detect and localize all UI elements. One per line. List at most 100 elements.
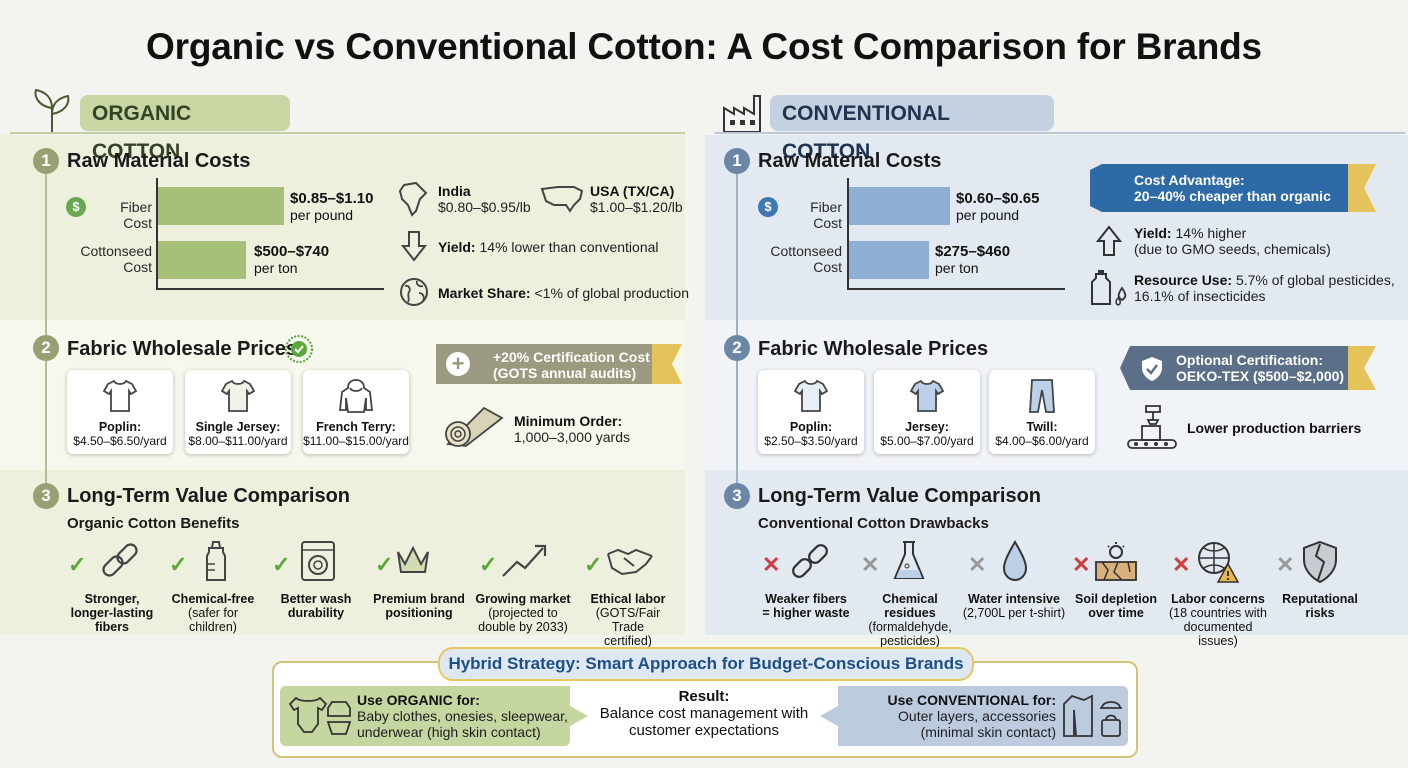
flask-icon xyxy=(893,541,925,579)
tshirt-icon xyxy=(793,379,829,412)
cross-icon: ✕ xyxy=(861,552,880,577)
tshirt-icon xyxy=(909,379,945,412)
dollar-icon: $ xyxy=(66,197,86,217)
organic-fiber-value: $0.85–$1.10 per pound xyxy=(290,190,374,224)
cross-icon: ✕ xyxy=(1276,552,1295,577)
crown-icon xyxy=(397,545,429,573)
organic-seed-bar xyxy=(158,241,246,279)
organic-s1-number: 1 xyxy=(33,148,59,174)
broken-shield-icon xyxy=(1303,540,1337,584)
check-icon: ✓ xyxy=(479,552,498,577)
organic-s3-subtitle: Organic Cotton Benefits xyxy=(67,515,240,532)
leaf-icon xyxy=(34,88,70,132)
organic-certification-ribbon: + +20% Certification Cost (GOTS annual au… xyxy=(436,344,682,384)
conventional-header: CONVENTIONAL COTTON xyxy=(770,95,1054,163)
organic-chart-axis-y xyxy=(156,178,158,290)
jacket-icon xyxy=(1063,694,1122,737)
check-icon: ✓ xyxy=(272,552,291,577)
organic-market-share: Market Share: <1% of global production xyxy=(438,285,689,301)
organic-s2-title: Fabric Wholesale Prices xyxy=(67,338,298,360)
organic-s2-number: 2 xyxy=(33,335,59,361)
conventional-s2-title: Fabric Wholesale Prices xyxy=(758,338,989,360)
conventional-chart-axis-x xyxy=(847,288,1065,290)
conventional-fiber-bar xyxy=(849,187,950,225)
conventional-fiber-label: Fiber Cost xyxy=(810,199,842,231)
trend-up-icon xyxy=(502,544,547,577)
plus-icon: + xyxy=(446,352,470,376)
conveyor-icon xyxy=(1127,405,1177,449)
organic-fiber-bar xyxy=(158,187,284,225)
conventional-fabric-card-jersey: Jersey: $5.00–$7.00/yard xyxy=(874,370,980,454)
india-price: India $0.80–$0.95/lb xyxy=(438,183,531,215)
handshake-icon xyxy=(607,548,653,576)
conventional-timeline xyxy=(736,168,738,498)
chain-link-icon xyxy=(102,543,138,577)
globe-warning-icon xyxy=(1198,542,1240,583)
pesticide-bottle-icon xyxy=(1091,270,1127,306)
cross-icon: ✕ xyxy=(968,552,987,577)
conventional-s3-title: Long-Term Value Comparison xyxy=(758,485,1041,507)
usa-price: USA (TX/CA) $1.00–$1.20/lb xyxy=(590,183,683,215)
conventional-s1-number: 1 xyxy=(724,148,750,174)
check-icon: ✓ xyxy=(584,552,603,577)
conventional-s1-title: Raw Material Costs xyxy=(758,150,942,172)
check-icon: ✓ xyxy=(375,552,394,577)
organic-seed-value: $500–$740 per ton xyxy=(254,243,330,277)
check-icon: ✓ xyxy=(169,552,188,577)
baby-onesie-icon xyxy=(288,696,352,735)
factory-icon xyxy=(723,95,761,133)
hybrid-strategy-title: Hybrid Strategy: Smart Approach for Budg… xyxy=(438,647,974,681)
arrow-up-icon xyxy=(1096,225,1122,256)
conventional-seed-value: $275–$460 per ton xyxy=(935,243,1011,277)
check-icon: ✓ xyxy=(68,552,87,577)
hybrid-result: Result: Balance cost management with custo… xyxy=(599,688,809,739)
page-title: Organic vs Conventional Cotton: A Cost C… xyxy=(146,26,1262,67)
organic-fiber-label: Fiber Cost xyxy=(120,199,152,231)
tshirt-icon xyxy=(102,379,138,412)
organic-header-rule xyxy=(10,132,685,134)
cross-icon: ✕ xyxy=(1072,552,1091,577)
conventional-s3-subtitle: Conventional Cotton Drawbacks xyxy=(758,515,989,532)
india-map-icon xyxy=(398,181,428,217)
organic-fabric-card-jersey: Single Jersey: $8.00–$11.00/yard xyxy=(185,370,291,454)
cracked-soil-icon xyxy=(1095,542,1137,581)
conventional-fabric-card-twill: Twill: $4.00–$6.00/yard xyxy=(989,370,1095,454)
optional-certification-ribbon: Optional Certification: OEKO-TEX ($500–$2… xyxy=(1120,346,1376,390)
conventional-fabric-card-poplin: Poplin: $2.50–$3.50/yard xyxy=(758,370,864,454)
conventional-s3-number: 3 xyxy=(724,483,750,509)
conventional-header-rule xyxy=(715,132,1405,134)
conventional-seed-bar xyxy=(849,241,929,279)
fabric-roll-icon xyxy=(445,406,504,447)
conventional-resource-use: Resource Use: 5.7% of global pesticides,… xyxy=(1134,272,1395,304)
organic-yield: Yield: 14% lower than conventional xyxy=(438,239,659,255)
conventional-chart-axis-y xyxy=(847,178,849,290)
conventional-fiber-value: $0.60–$0.65 per pound xyxy=(956,190,1040,224)
organic-fabric-card-poplin: Poplin: $4.50–$6.50/yard xyxy=(67,370,173,454)
conventional-seed-label: Cottonseed Cost xyxy=(770,243,842,275)
organic-s3-number: 3 xyxy=(33,483,59,509)
cost-advantage-ribbon: Cost Advantage: 20–40% cheaper than organ… xyxy=(1090,164,1376,212)
gots-badge-icon xyxy=(285,335,313,363)
organic-seed-label: Cottonseed Cost xyxy=(80,243,152,275)
arrow-down-icon xyxy=(401,231,427,262)
washing-machine-icon xyxy=(301,541,335,581)
organic-minimum-order: Minimum Order: 1,000–3,000 yards xyxy=(514,413,630,445)
organic-s3-title: Long-Term Value Comparison xyxy=(67,485,350,507)
conventional-s2-number: 2 xyxy=(724,335,750,361)
baby-bottle-icon xyxy=(206,541,226,581)
hoodie-icon xyxy=(338,379,374,413)
cross-icon: ✕ xyxy=(1172,552,1191,577)
organic-header: ORGANIC COTTON xyxy=(80,95,290,163)
globe-icon xyxy=(400,278,428,306)
water-drop-icon xyxy=(1002,540,1028,582)
cross-icon: ✕ xyxy=(762,552,781,577)
organic-fabric-card-terry: French Terry: $11.00–$15.00/yard xyxy=(303,370,409,454)
broken-chain-icon xyxy=(792,544,828,578)
conventional-yield: Yield: 14% higher (due to GMO seeds, chem… xyxy=(1134,225,1331,257)
conventional-barrier: Lower production barriers xyxy=(1187,420,1362,436)
hybrid-conventional-use: Use CONVENTIONAL for: Outer layers, acces… xyxy=(818,686,1128,746)
organic-chart-axis-x xyxy=(156,288,384,290)
usa-map-icon xyxy=(540,186,584,213)
hybrid-organic-use: Use ORGANIC for: Baby clothes, onesies, s… xyxy=(280,686,590,746)
shield-check-icon xyxy=(1142,357,1162,381)
